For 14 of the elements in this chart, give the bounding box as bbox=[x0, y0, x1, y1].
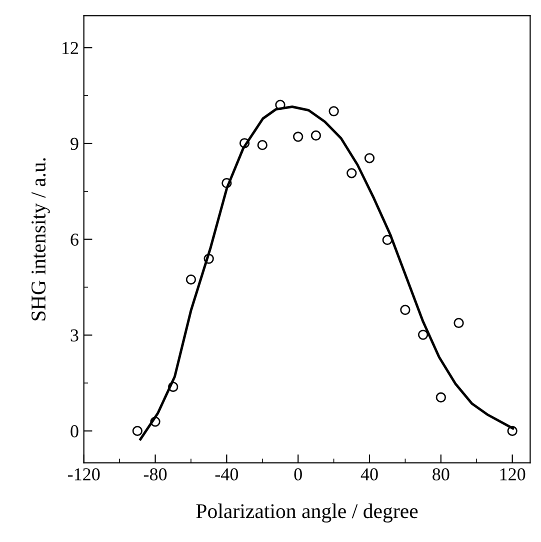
x-tick-label: 0 bbox=[294, 468, 302, 480]
x-tick-label: -120 bbox=[68, 468, 100, 480]
y-axis-title: SHG intensity / a.u. bbox=[32, 158, 50, 320]
y-tick-label: 3 bbox=[70, 329, 78, 342]
x-tick-label: -40 bbox=[215, 468, 238, 480]
x-tick-label: -80 bbox=[144, 468, 167, 480]
x-axis-title: Polarization angle / degree bbox=[196, 504, 418, 522]
x-tick-label: 120 bbox=[500, 468, 526, 480]
y-tick-label: 12 bbox=[62, 42, 78, 54]
x-tick-label: 80 bbox=[432, 468, 450, 480]
y-tick-label: 9 bbox=[70, 138, 78, 150]
y-tick-label: 6 bbox=[70, 234, 78, 246]
x-tick-label: 40 bbox=[360, 468, 378, 480]
y-tick-label: 0 bbox=[70, 425, 78, 438]
